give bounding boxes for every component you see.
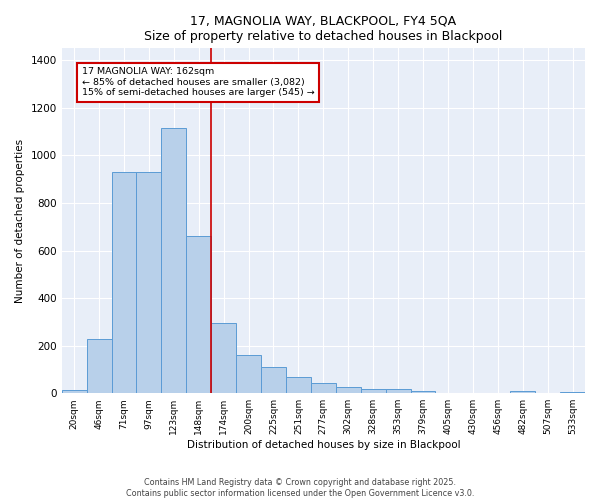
- Y-axis label: Number of detached properties: Number of detached properties: [15, 138, 25, 303]
- Title: 17, MAGNOLIA WAY, BLACKPOOL, FY4 5QA
Size of property relative to detached house: 17, MAGNOLIA WAY, BLACKPOOL, FY4 5QA Siz…: [144, 15, 503, 43]
- Bar: [112, 172, 136, 393]
- Text: Contains HM Land Registry data © Crown copyright and database right 2025.
Contai: Contains HM Land Registry data © Crown c…: [126, 478, 474, 498]
- X-axis label: Distribution of detached houses by size in Blackpool: Distribution of detached houses by size …: [187, 440, 460, 450]
- Bar: [336, 388, 361, 393]
- Bar: [211, 323, 236, 393]
- Bar: [186, 236, 211, 393]
- Text: 17 MAGNOLIA WAY: 162sqm
← 85% of detached houses are smaller (3,082)
15% of semi: 17 MAGNOLIA WAY: 162sqm ← 85% of detache…: [82, 68, 314, 97]
- Bar: [311, 382, 336, 393]
- Bar: [136, 172, 161, 393]
- Bar: [161, 128, 186, 393]
- Bar: [560, 392, 585, 393]
- Bar: [510, 391, 535, 393]
- Bar: [236, 355, 261, 393]
- Bar: [410, 391, 436, 393]
- Bar: [261, 367, 286, 393]
- Bar: [286, 376, 311, 393]
- Bar: [86, 338, 112, 393]
- Bar: [361, 389, 386, 393]
- Bar: [386, 389, 410, 393]
- Bar: [62, 390, 86, 393]
